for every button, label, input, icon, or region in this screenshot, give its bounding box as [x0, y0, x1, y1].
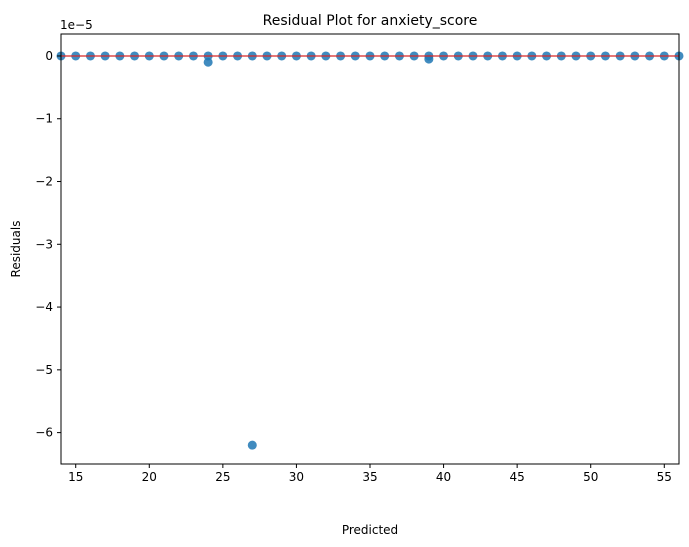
x-tick-label: 55	[657, 470, 672, 484]
x-axis-label: Predicted	[342, 523, 398, 537]
y-axis-ticks: 0 −1 −2 −3 −4 −5 −6	[35, 49, 61, 440]
chart-title: Residual Plot for anxiety_score	[263, 13, 478, 29]
x-tick-label: 30	[289, 470, 304, 484]
plot-frame	[60, 33, 680, 465]
data-point	[203, 57, 213, 67]
y-tick-label: −2	[35, 175, 53, 189]
x-tick-label: 25	[215, 470, 230, 484]
x-tick-label: 35	[362, 470, 377, 484]
x-tick-label: 50	[583, 470, 598, 484]
data-point	[247, 440, 257, 450]
x-axis-ticks: 15 20 25 30 35 40 45 50 55	[68, 464, 672, 484]
y-axis-label: Residuals	[9, 221, 23, 278]
y-tick-label: −1	[35, 112, 53, 126]
y-tick-label: −6	[35, 426, 53, 440]
y-tick-label: −4	[35, 300, 53, 314]
x-tick-label: 15	[68, 470, 83, 484]
x-tick-label: 40	[436, 470, 451, 484]
x-tick-label: 45	[510, 470, 525, 484]
y-tick-label: −5	[35, 363, 53, 377]
y-scale-label: 1e−5	[60, 18, 93, 32]
y-tick-label: 0	[45, 49, 53, 63]
x-tick-label: 20	[142, 470, 157, 484]
y-tick-label: −3	[35, 237, 53, 251]
